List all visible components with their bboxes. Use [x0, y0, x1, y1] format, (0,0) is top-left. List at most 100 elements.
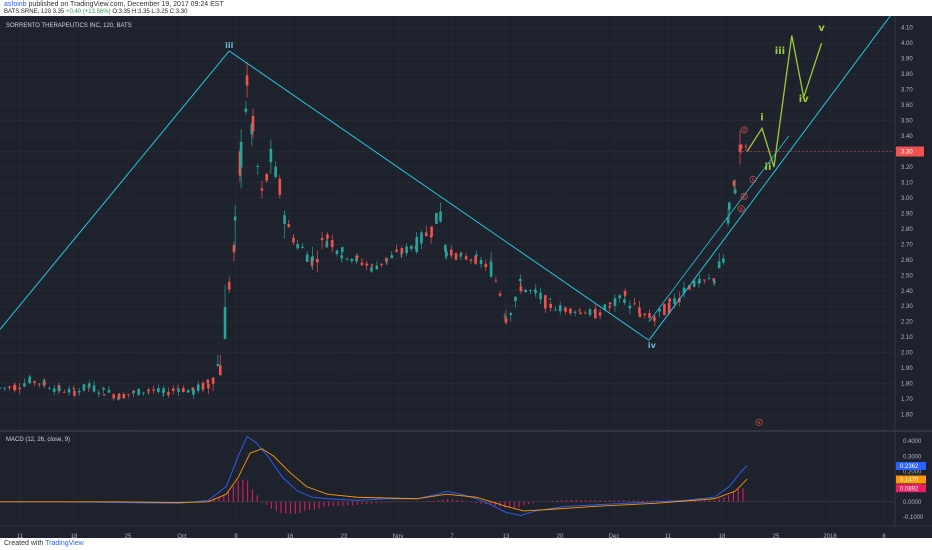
candle-body [310, 257, 314, 266]
candle-body [744, 145, 748, 147]
candle-body [464, 256, 468, 260]
time-tick-label: 18 [719, 534, 726, 538]
candle-body [37, 383, 41, 385]
candle-body [529, 290, 532, 291]
candle-body [305, 254, 309, 262]
created-with-text: Created with [4, 540, 44, 547]
trend-line [648, 16, 891, 341]
time-tick-label: 13 [503, 534, 510, 538]
candle-body [430, 226, 433, 237]
candle-body [260, 188, 264, 191]
candle-body [360, 262, 364, 265]
candle-body [122, 393, 126, 399]
signal-line [0, 448, 748, 512]
candle-body [524, 289, 527, 293]
candle-body [274, 166, 277, 177]
candle-body [216, 363, 220, 366]
candle-body [296, 244, 299, 249]
candle-body [88, 383, 91, 388]
time-tick-label: 9 [234, 534, 238, 538]
candle-body [3, 387, 7, 389]
candle-body [256, 166, 260, 167]
candle-body [633, 303, 636, 305]
candle-body [638, 307, 641, 314]
candle-body [207, 383, 210, 389]
candle-body [474, 254, 478, 257]
candle-body [132, 391, 135, 394]
macd-tick-label: -0.1000 [903, 515, 924, 521]
candle-body [385, 259, 389, 261]
publish-info: asfoinb published on TradingView.com, De… [4, 1, 224, 8]
price-tick-label: 1.70 [901, 397, 913, 403]
candle-body [673, 298, 676, 304]
candle-body [588, 309, 592, 316]
candle-body [554, 309, 557, 311]
price-tick-label: 2.40 [901, 289, 913, 295]
candle-body [340, 255, 344, 259]
candle-body [67, 388, 71, 393]
candle-body [341, 247, 344, 252]
time-tick-label: 16 [287, 534, 294, 538]
candle-body [688, 285, 691, 290]
candle-body [28, 376, 32, 384]
ohlc-high: H:3.35 [132, 9, 150, 15]
candle-body [494, 280, 498, 282]
tradingview-link[interactable]: TradingView [45, 540, 84, 547]
candle-body [162, 388, 166, 393]
candle-body [365, 263, 369, 266]
abc-circle [737, 205, 745, 213]
author-link[interactable]: asfoinb [4, 1, 27, 8]
candle-body [424, 232, 428, 237]
candle-body [509, 312, 513, 315]
time-tick-label: Nov [393, 534, 404, 538]
candle-body [569, 308, 572, 314]
candle-body [292, 237, 295, 243]
candle-body [325, 241, 329, 248]
chart-header: asfoinb published on TradingView.com, De… [0, 0, 932, 16]
candle-body [544, 295, 547, 309]
candle-body [692, 280, 696, 287]
candle-body [608, 306, 611, 308]
candle-body [251, 116, 255, 132]
candle-body [727, 202, 731, 210]
price-tick-label: 4.10 [901, 26, 913, 32]
time-tick-label: 23 [341, 534, 348, 538]
time-tick-label: Oct [177, 534, 187, 538]
candle-body [311, 256, 314, 262]
candle-body [618, 295, 622, 299]
candle-body [107, 389, 111, 393]
macd-line [0, 435, 748, 516]
candle-body [707, 278, 711, 279]
current-price-value: 3.30 [901, 150, 913, 156]
candle-body [732, 180, 736, 187]
candle-body [218, 365, 222, 375]
price-tick-label: 1.60 [901, 413, 913, 419]
candle-body [233, 216, 237, 221]
candle-body [410, 245, 413, 249]
time-tick-label: 25 [125, 534, 132, 538]
ohlc-symbol: BATS:SRNE, 120 [4, 9, 51, 15]
candle-body [608, 302, 612, 304]
candle-body [717, 261, 721, 269]
candle-body [13, 384, 17, 391]
candle-body [278, 178, 282, 195]
price-chart-svg[interactable]: 4.10 4.00 3.90 3.80 3.70 3.60 3.50 3.40 3.30 3.20… [0, 16, 932, 538]
candle-body [623, 299, 626, 303]
abc-label: a [740, 207, 743, 213]
candle-body [578, 310, 582, 312]
candle-body [722, 258, 725, 263]
candle-body [265, 174, 269, 181]
candle-body [186, 389, 190, 393]
candle-body [73, 390, 76, 396]
price-tick-label: 2.30 [901, 304, 913, 310]
chart-area[interactable] [0, 16, 932, 538]
macd-value-tag [896, 475, 926, 484]
candle-body [503, 316, 507, 317]
candle-body [192, 389, 195, 395]
candle-body [399, 253, 403, 255]
candle-body [474, 256, 477, 264]
price-tick-label: 3.40 [901, 134, 913, 140]
candle-body [191, 387, 195, 392]
candle-body [564, 307, 567, 312]
candle-body [223, 307, 227, 339]
